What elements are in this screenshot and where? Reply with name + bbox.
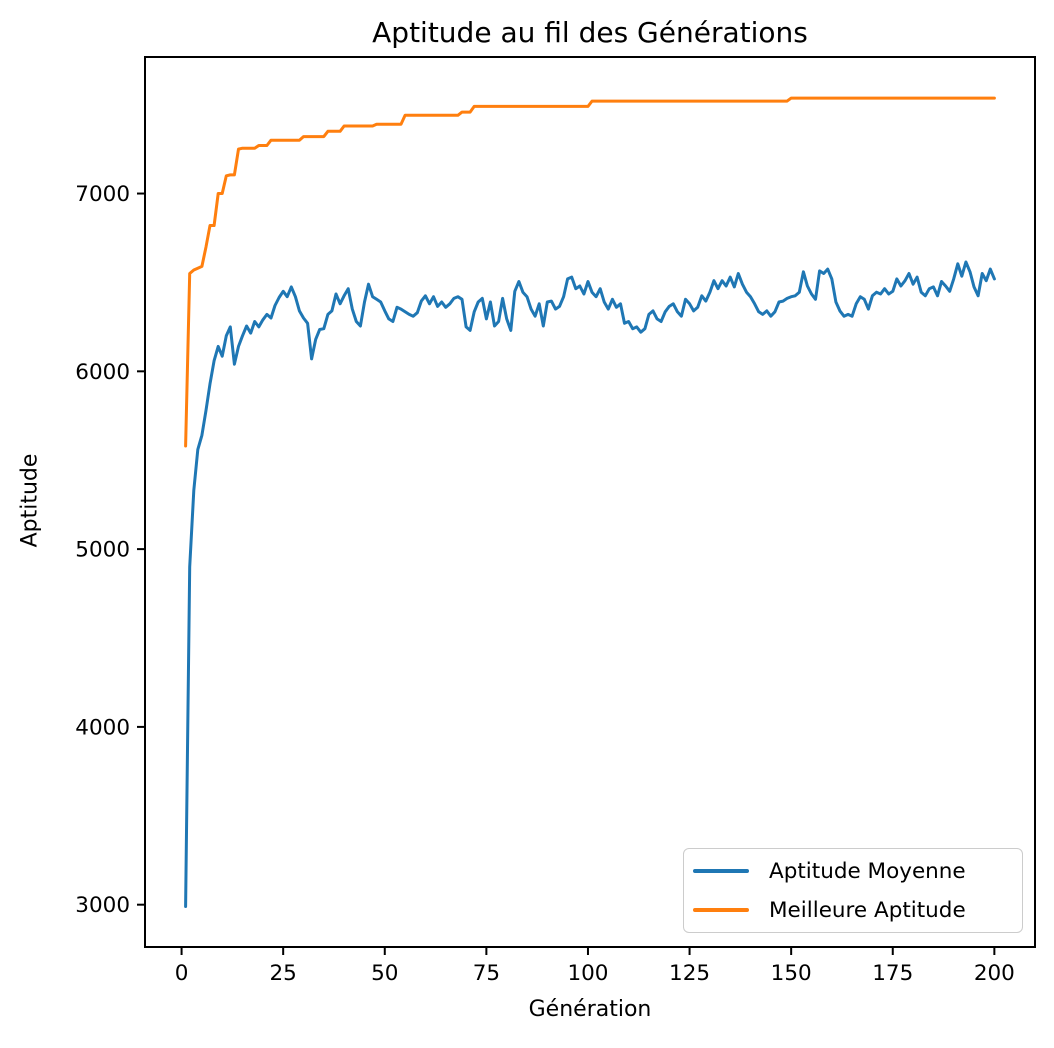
legend-label-average: Aptitude Moyenne (769, 858, 966, 884)
legend: Aptitude Moyenne Meilleure Aptitude (683, 848, 1023, 933)
y-tick-label: 6000 (75, 360, 130, 385)
plot-border (144, 56, 1036, 948)
x-tick-label: 175 (872, 961, 913, 986)
legend-line-sample-average (693, 869, 749, 873)
legend-item-average-fitness: Aptitude Moyenne (693, 852, 1022, 891)
y-tick-label: 7000 (75, 182, 130, 207)
chart-title: Aptitude au fil des Générations (372, 16, 808, 49)
x-tick-label: 200 (974, 961, 1015, 986)
x-tick-label: 150 (771, 961, 812, 986)
x-tick-label: 100 (567, 961, 608, 986)
legend-label-best: Meilleure Aptitude (769, 897, 966, 923)
legend-item-best-fitness: Meilleure Aptitude (693, 891, 1022, 930)
y-axis-label: Aptitude (17, 453, 43, 548)
legend-line-sample-best (693, 908, 749, 912)
x-tick-label: 25 (269, 961, 296, 986)
x-tick-label: 125 (669, 961, 710, 986)
y-tick-label: 4000 (75, 715, 130, 740)
x-axis-label: Génération (528, 997, 652, 1022)
series-line-best-fitness (184, 96, 996, 448)
series-line-average-fitness (184, 260, 996, 908)
y-tick-label: 5000 (75, 538, 130, 563)
y-tick-label: 3000 (75, 893, 130, 918)
x-tick-label: 0 (175, 961, 189, 986)
x-tick-label: 75 (473, 961, 500, 986)
x-tick-label: 50 (371, 961, 398, 986)
